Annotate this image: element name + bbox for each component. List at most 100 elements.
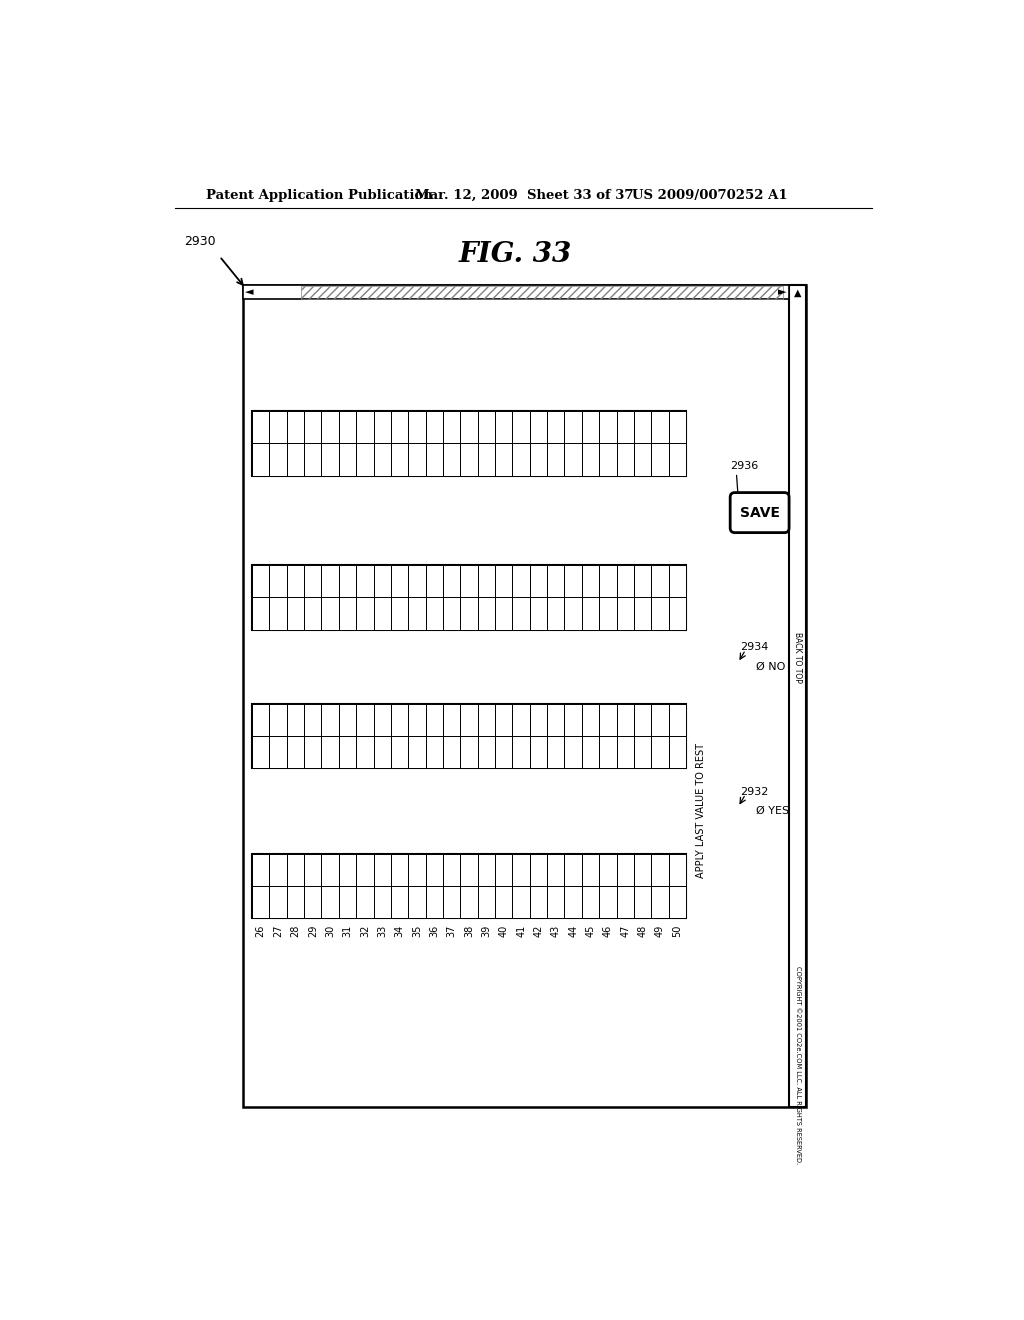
Bar <box>252 704 686 768</box>
Bar <box>426 411 443 444</box>
Bar <box>529 737 547 768</box>
Bar <box>651 704 669 737</box>
Bar <box>529 565 547 598</box>
Bar <box>374 886 391 919</box>
Bar <box>582 565 599 598</box>
Bar <box>529 854 547 886</box>
Bar <box>495 411 512 444</box>
Bar <box>252 886 269 919</box>
Bar <box>651 444 669 475</box>
Bar <box>322 444 339 475</box>
Text: 2932: 2932 <box>740 787 769 797</box>
Bar <box>547 597 564 630</box>
Bar <box>599 737 616 768</box>
Bar <box>304 886 322 919</box>
Text: 27: 27 <box>273 924 283 937</box>
Text: 49: 49 <box>655 924 665 937</box>
Bar <box>252 737 269 768</box>
Bar <box>356 854 374 886</box>
Bar <box>495 597 512 630</box>
Bar <box>356 886 374 919</box>
Bar <box>409 886 426 919</box>
Bar <box>651 597 669 630</box>
Bar <box>495 886 512 919</box>
Bar <box>287 886 304 919</box>
Bar <box>426 854 443 886</box>
Bar <box>547 565 564 598</box>
Text: 37: 37 <box>446 924 457 937</box>
Bar <box>616 854 634 886</box>
Bar <box>512 565 529 598</box>
Bar <box>564 854 582 886</box>
Text: 29: 29 <box>308 924 317 937</box>
Bar <box>461 737 477 768</box>
Text: US 2009/0070252 A1: US 2009/0070252 A1 <box>632 189 787 202</box>
Bar <box>564 737 582 768</box>
Text: 2936: 2936 <box>730 462 759 471</box>
Bar <box>443 565 461 598</box>
Bar <box>287 704 304 737</box>
Bar <box>304 597 322 630</box>
Bar <box>243 285 806 1107</box>
Bar <box>409 704 426 737</box>
Bar <box>391 737 409 768</box>
Bar <box>616 597 634 630</box>
Bar <box>651 737 669 768</box>
Bar <box>582 886 599 919</box>
Bar <box>252 854 269 886</box>
Bar <box>669 444 686 475</box>
Bar <box>322 737 339 768</box>
Bar <box>529 597 547 630</box>
Text: 43: 43 <box>551 924 561 937</box>
Bar <box>495 737 512 768</box>
Text: 47: 47 <box>621 924 630 937</box>
Text: COPYRIGHT ©2001 CO2e.COM LLC. ALL RIGHTS RESERVED.: COPYRIGHT ©2001 CO2e.COM LLC. ALL RIGHTS… <box>795 966 801 1164</box>
Bar <box>252 411 686 475</box>
Text: 36: 36 <box>429 924 439 937</box>
Text: 50: 50 <box>673 924 682 937</box>
Text: ◄: ◄ <box>246 288 254 297</box>
Bar <box>356 704 374 737</box>
Bar <box>495 704 512 737</box>
Bar <box>391 565 409 598</box>
Bar <box>477 597 495 630</box>
Text: 46: 46 <box>603 924 613 937</box>
Bar <box>616 411 634 444</box>
Bar <box>374 597 391 630</box>
Bar <box>287 854 304 886</box>
Bar <box>287 565 304 598</box>
Bar <box>461 565 477 598</box>
Bar <box>512 704 529 737</box>
Bar <box>269 565 287 598</box>
Text: 48: 48 <box>638 924 647 937</box>
Bar <box>301 286 783 298</box>
Bar <box>564 565 582 598</box>
Bar <box>426 597 443 630</box>
Bar <box>443 444 461 475</box>
Bar <box>269 737 287 768</box>
Bar <box>443 737 461 768</box>
Bar <box>391 597 409 630</box>
Bar <box>461 411 477 444</box>
Bar <box>461 444 477 475</box>
Bar <box>391 444 409 475</box>
Bar <box>669 411 686 444</box>
Bar <box>409 737 426 768</box>
Bar <box>426 737 443 768</box>
Bar <box>599 411 616 444</box>
Bar <box>512 411 529 444</box>
Bar <box>477 411 495 444</box>
Bar <box>391 886 409 919</box>
Bar <box>616 565 634 598</box>
Text: 38: 38 <box>464 924 474 937</box>
Bar <box>512 444 529 475</box>
Text: 40: 40 <box>499 924 509 937</box>
Bar <box>512 886 529 919</box>
Bar <box>461 854 477 886</box>
Text: 2934: 2934 <box>740 643 769 652</box>
Bar <box>356 597 374 630</box>
Bar <box>461 597 477 630</box>
Bar <box>304 737 322 768</box>
Bar <box>356 737 374 768</box>
Text: 44: 44 <box>568 924 579 937</box>
